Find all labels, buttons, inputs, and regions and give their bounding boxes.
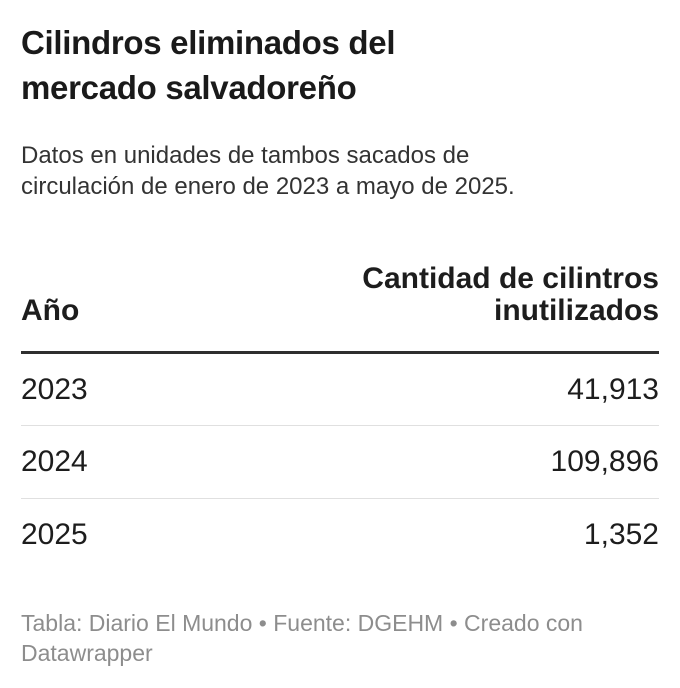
table-body: 2023 41,913 2024 109,896 2025 1,352 [21, 352, 659, 572]
year-cell: 2024 [21, 425, 238, 499]
column-header-quantity-line-1: Cantidad de cilintros [362, 262, 659, 295]
column-header-quantity: Cantidad de cilintros inutilizados [237, 262, 659, 354]
table-row: 2025 1,352 [21, 499, 659, 572]
column-header-quantity-line-2: inutilizados [494, 294, 659, 327]
table-header-row: Año Cantidad de cilintros inutilizados [21, 262, 659, 354]
chart-footer-line-1: Tabla: Diario El Mundo • Fuente: DGEHM •… [21, 609, 583, 636]
chart-title-line-1: Cilindros eliminados del [21, 24, 396, 61]
chart-subtitle-line-2: circulación de enero de 2023 a mayo de 2… [21, 173, 515, 200]
value-cell: 1,352 [583, 518, 659, 552]
value-cell: 41,913 [237, 352, 659, 426]
year-cell: 2023 [21, 352, 238, 426]
value-cell: 109,896 [237, 425, 659, 499]
year-cell: 2025 [21, 518, 88, 552]
chart-subtitle: Datos en unidades de tambos sacados de c… [21, 140, 659, 202]
datawrapper-table-chart: Cilindros eliminados del mercado salvado… [0, 20, 680, 688]
chart-footer-line-2: Datawrapper [21, 639, 153, 666]
column-header-year: Año [21, 263, 238, 354]
table-header: Año Cantidad de cilintros inutilizados [21, 262, 659, 354]
chart-title: Cilindros eliminados del mercado salvado… [21, 20, 659, 110]
chart-title-line-2: mercado salvadoreño [21, 69, 357, 106]
chart-subtitle-line-1: Datos en unidades de tambos sacados de [21, 142, 470, 169]
data-table: Año Cantidad de cilintros inutilizados 2… [21, 263, 659, 572]
chart-footer-attribution: Tabla: Diario El Mundo • Fuente: DGEHM •… [21, 608, 659, 668]
table-row: 2023 41,913 [21, 352, 659, 426]
table-row: 2024 109,896 [21, 425, 659, 499]
